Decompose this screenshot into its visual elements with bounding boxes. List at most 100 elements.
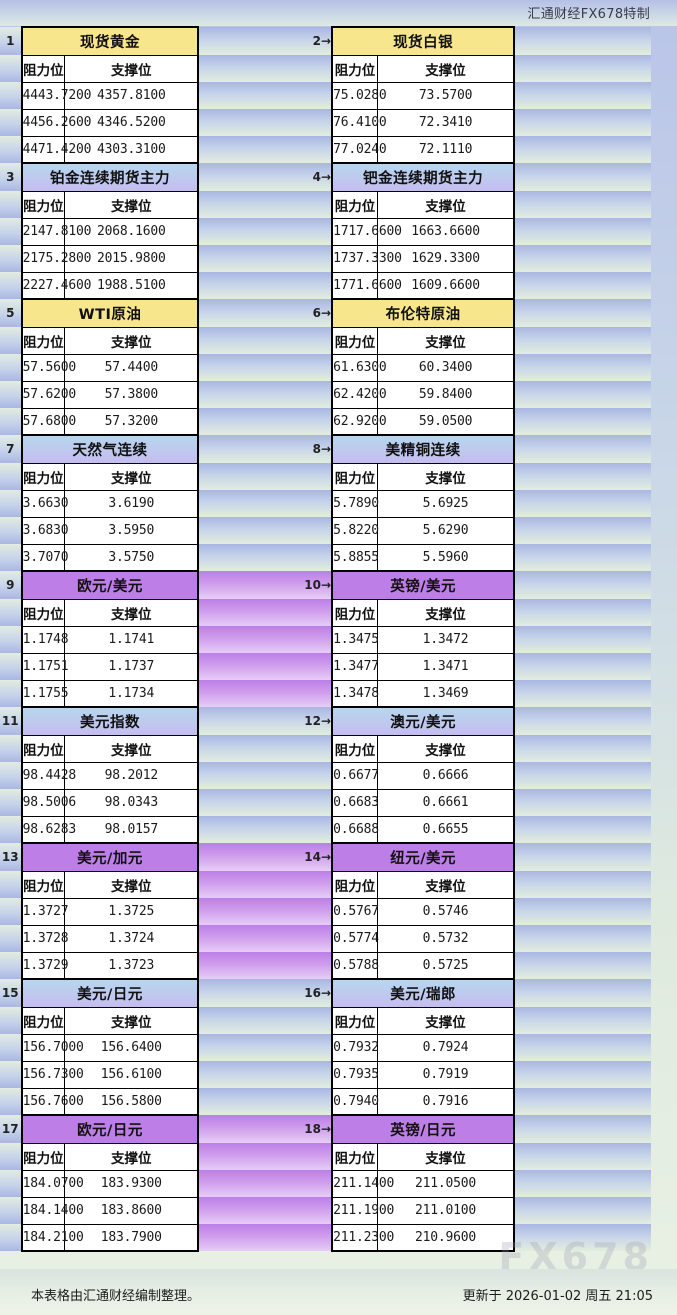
resistance-value: 5.8220 [331,517,379,545]
col-header-resistance-left: 阻力位 [20,1143,66,1171]
resistance-value: 77.0240 [331,136,387,164]
resistance-value: 3.6830 [20,517,69,545]
arrow-icon: → [321,442,332,456]
mid-spacer: . [198,218,333,245]
mid-spacer: . [198,1088,333,1115]
block-title-8[interactable]: 美精铜连续 [331,434,516,464]
resistance-value: 2175.2800 [20,245,91,273]
mid-spacer: . [198,82,333,109]
block-title-12[interactable]: 澳元/美元 [331,706,516,736]
right-edge-pad [514,626,652,653]
right-edge-pad [514,1143,652,1170]
support-value: 1629.3300 [377,245,516,273]
gutter-spacer: . [0,1143,22,1170]
col-header-resistance-right: 阻力位 [331,1143,378,1171]
mid-spacer: . [198,762,333,789]
support-value: 1988.5100 [64,272,200,300]
block-title-row: 9 欧元/美元 10→ 英镑/美元 [0,570,676,600]
block-title-9[interactable]: 欧元/美元 [20,570,200,600]
support-value: 4346.5200 [64,109,200,137]
resistance-value: 2227.4600 [20,272,91,300]
block-title-10[interactable]: 英镑/美元 [331,570,516,600]
resistance-value: 98.4428 [20,762,76,790]
resistance-value: 0.7932 [331,1034,379,1062]
block-title-13[interactable]: 美元/加元 [20,842,200,872]
footer-credit: 本表格由汇通财经编制整理。 [31,1289,201,1304]
resistance-value: 1.3728 [20,925,69,953]
mid-spacer: . [198,925,333,952]
gutter-spacer: . [0,218,22,245]
support-value: 0.5746 [377,898,516,926]
right-edge-pad [514,272,652,299]
support-value: 1.1737 [64,653,200,681]
gutter-spacer: . [0,490,22,517]
col-header-resistance-right: 阻力位 [331,327,378,355]
row-number-right-label: 10 [304,578,321,592]
right-edge-pad [514,1115,652,1143]
block-title-row: 11 美元指数 12→ 澳元/美元 [0,706,676,736]
resistance-value: 1.3478 [331,680,379,708]
gutter-spacer: . [0,327,22,354]
block-title-14[interactable]: 纽元/美元 [331,842,516,872]
right-edge-pad [514,517,652,544]
block-title-7[interactable]: 天然气连续 [20,434,200,464]
block-title-15[interactable]: 美元/日元 [20,978,200,1008]
resistance-value: 1.1748 [20,626,69,654]
right-edge-pad [514,979,652,1007]
gutter-spacer: . [0,1034,22,1061]
row-number-left: 7 [0,435,22,463]
support-value: 3.6190 [64,490,200,518]
row-number-right: 12→ [198,707,333,735]
support-value: 4357.8100 [64,82,200,110]
block-title-3[interactable]: 铂金连续期货主力 [20,162,200,192]
block-title-17[interactable]: 欧元/日元 [20,1114,200,1144]
support-value: 0.6661 [377,789,516,817]
mid-spacer: . [198,1061,333,1088]
gutter-spacer: . [0,1197,22,1224]
quote-grid: 1现货黄金2→现货白银.阻力位支撑位.阻力位支撑位.4443.72004357.… [0,26,677,1269]
support-value: 1.3472 [377,626,516,654]
mid-spacer: . [198,517,333,544]
support-value: 183.8600 [64,1197,200,1225]
resistance-value: 1771.6600 [331,272,402,300]
col-header-resistance-left: 阻力位 [20,1007,66,1035]
support-value: 1609.6600 [377,272,516,300]
col-header-resistance-left: 阻力位 [20,871,66,899]
col-header-resistance-left: 阻力位 [20,55,66,83]
block-title-5[interactable]: WTI原油 [20,298,200,328]
block-title-6[interactable]: 布伦特原油 [331,298,516,328]
block-title-11[interactable]: 美元指数 [20,706,200,736]
block-title-1[interactable]: 现货黄金 [20,26,200,56]
resistance-value: 0.6677 [331,762,379,790]
right-edge-pad [514,327,652,354]
gutter-spacer: . [0,272,22,299]
mid-spacer: . [198,789,333,816]
support-value: 1.1741 [64,626,200,654]
block-title-18[interactable]: 英镑/日元 [331,1114,516,1144]
col-header-resistance-right: 阻力位 [331,599,378,627]
row-number-left: 17 [0,1115,22,1143]
gutter-spacer: . [0,680,22,707]
right-edge-pad [514,1061,652,1088]
block-title-16[interactable]: 美元/瑞郎 [331,978,516,1008]
mid-spacer: . [198,1143,333,1170]
row-number-left: 1 [0,27,22,55]
resistance-value: 98.5006 [20,789,76,817]
row-number-left: 13 [0,843,22,871]
block-title-4[interactable]: 钯金连续期货主力 [331,162,516,192]
right-edge-pad [514,898,652,925]
row-number-right: 16→ [198,979,333,1007]
support-value: 57.3200 [64,408,200,436]
brand-label: 汇通财经FX678特制 [527,7,650,22]
col-header-resistance-right: 阻力位 [331,1007,378,1035]
support-value: 57.4400 [64,354,200,382]
block-title-2[interactable]: 现货白银 [331,26,516,56]
